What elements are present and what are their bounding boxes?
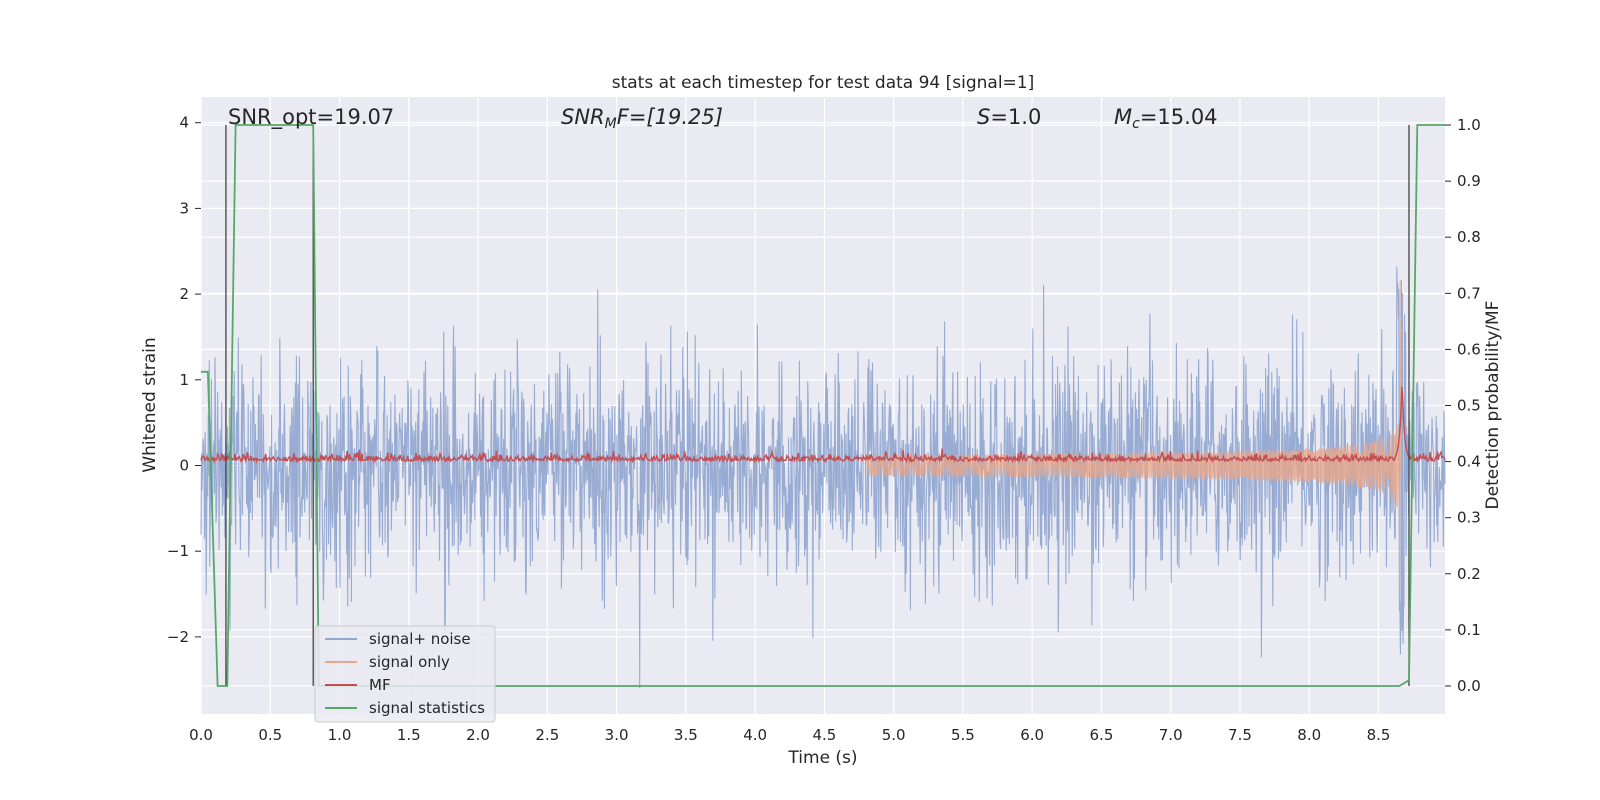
x-tick-label: 1.0	[328, 726, 352, 744]
annotation-snr-mf: SNRMF=[19.25]	[561, 105, 723, 132]
y-tick-label-right: 0.0	[1457, 677, 1481, 695]
x-tick-label: 2.0	[466, 726, 490, 744]
y-tick-label-left: −1	[167, 542, 189, 560]
y-tick-label-right: 0.3	[1457, 509, 1481, 527]
chart-title: stats at each timestep for test data 94 …	[612, 73, 1035, 93]
x-tick-label: 8.5	[1367, 726, 1391, 744]
x-tick-label: 4.5	[812, 726, 836, 744]
y-tick-label-left: 4	[179, 114, 189, 132]
signal-statistics-series	[201, 124, 1445, 687]
y-tick-label-right: 0.6	[1457, 340, 1481, 358]
x-tick-label: 0.5	[258, 726, 282, 744]
legend-label-mf: MF	[369, 676, 391, 694]
x-tick-label: 0.0	[189, 726, 213, 744]
vertical-markers	[225, 125, 1410, 686]
annotation-mc: Mc=15.04	[1114, 105, 1218, 132]
y-tick-label-right: 0.1	[1457, 621, 1481, 639]
signal-statistics-line	[201, 124, 1445, 687]
x-tick-label: 6.0	[1020, 726, 1044, 744]
y-tick-label-right: 0.8	[1457, 228, 1481, 246]
signal-plus-noise-line	[200, 266, 1446, 689]
y-tick-label-right: 0.7	[1457, 284, 1481, 302]
y-tick-label-left: 2	[179, 285, 189, 303]
x-tick-label: 6.5	[1090, 726, 1114, 744]
y-axis-left-label: Whitened strain	[140, 337, 160, 472]
x-tick-label: 7.0	[1159, 726, 1183, 744]
y-tick-label-left: −2	[167, 628, 189, 646]
legend-box	[314, 625, 496, 723]
x-tick-label: 3.5	[674, 726, 698, 744]
y-axis-right-ticks: 0.0 0.1 0.2 0.3 0.4 0.5 0.6 0.7 0.8 0.9 1.0	[1445, 116, 1481, 695]
y-tick-label-right: 0.5	[1457, 397, 1481, 415]
x-tick-label: 4.0	[743, 726, 767, 744]
mf-line	[200, 386, 1446, 464]
y-tick-label-left: 1	[179, 371, 189, 389]
x-tick-label: 2.5	[535, 726, 559, 744]
x-axis-ticks: 0.0 0.5 1.0 1.5 2.0 2.5 3.0 3.5 4.0 4.5 5.0 5.5 6.0 6…	[189, 726, 1390, 744]
x-tick-label: 8.0	[1297, 726, 1321, 744]
annotation-snr-opt: SNR_opt=19.07	[228, 105, 394, 130]
x-tick-label: 3.0	[605, 726, 629, 744]
x-tick-label: 1.5	[397, 726, 421, 744]
legend: signal+ noise signal only MF signal stat…	[314, 625, 496, 723]
y-tick-label-left: 3	[179, 199, 189, 217]
y-tick-label-right: 0.2	[1457, 565, 1481, 583]
x-tick-label: 7.5	[1228, 726, 1252, 744]
signal-plus-noise-series	[200, 266, 1446, 689]
y-axis-right-label: Detection probability/MF	[1483, 301, 1503, 510]
mf-series	[200, 386, 1446, 464]
y-tick-label-right: 0.4	[1457, 453, 1481, 471]
x-axis-label: Time (s)	[787, 748, 857, 768]
legend-label-signal-statistics: signal statistics	[369, 699, 485, 717]
x-tick-label: 5.5	[951, 726, 975, 744]
x-tick-label: 5.0	[882, 726, 906, 744]
y-tick-label-right: 1.0	[1457, 116, 1481, 134]
y-tick-label-right: 0.9	[1457, 172, 1481, 190]
legend-label-signal-only: signal only	[369, 653, 450, 671]
annotation-s: S=1.0	[977, 105, 1041, 129]
y-axis-left-ticks: −2 −1 0 1 2 3 4	[167, 114, 201, 646]
legend-label-signal-noise: signal+ noise	[369, 630, 471, 648]
y-tick-label-left: 0	[179, 456, 189, 474]
